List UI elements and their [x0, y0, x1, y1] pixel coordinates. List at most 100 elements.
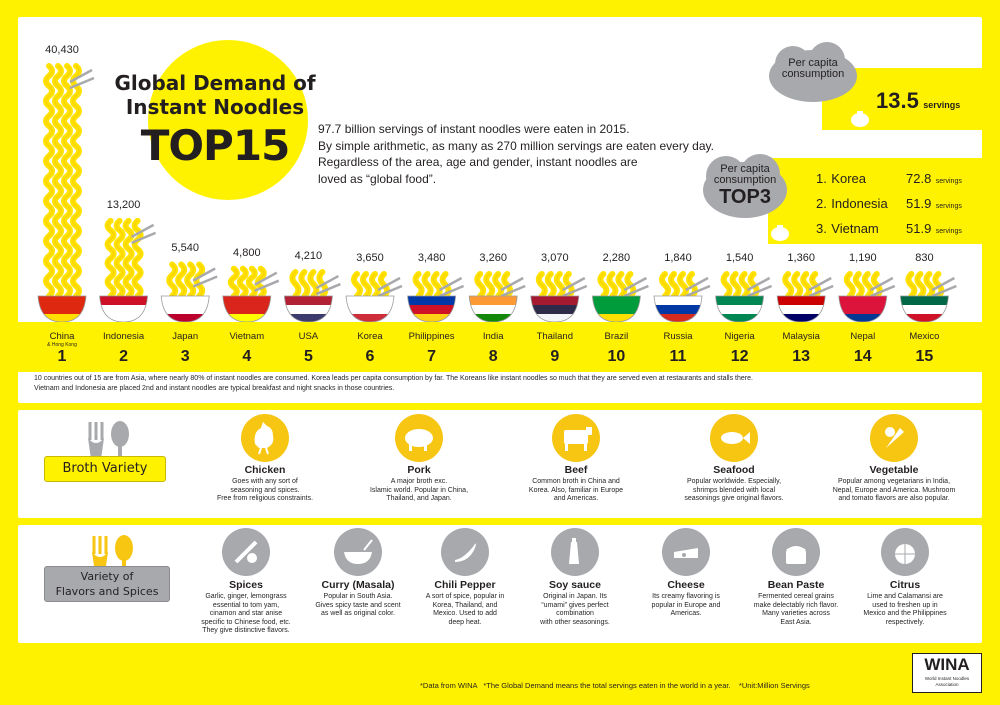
intro-line: loved as “global food”.: [318, 171, 437, 186]
rank-label: 10: [607, 348, 626, 365]
flag-bowl: [37, 295, 87, 323]
flag-bowl: [160, 295, 210, 323]
intro-line: By simple arithmetic, as many as 270 mil…: [318, 138, 714, 153]
rank-label: 12: [730, 348, 749, 365]
noodle-bar: [530, 271, 588, 323]
flavor-desc-line: They give distinctive flavors.: [202, 627, 290, 634]
wina-logo-text: WINA: [924, 655, 970, 674]
top3-country: Korea: [831, 171, 866, 186]
flag-bowl: [530, 295, 580, 323]
top3-value: 72.8: [906, 171, 932, 186]
wina-logo-sub: World Instant Noodles Association: [924, 676, 970, 687]
flavor-desc-line: Garlic, ginger, lemongrass: [205, 593, 287, 600]
teapot-icon: [851, 111, 869, 127]
flavor-name: Spices: [229, 579, 263, 591]
bar-value-label: 40,430: [45, 44, 79, 56]
rank-label: 8: [488, 348, 498, 365]
bar-value-label: 1,190: [849, 252, 877, 264]
country-label: Nepal: [850, 331, 876, 342]
broth-name: Pork: [407, 464, 431, 476]
title-circle: [148, 40, 308, 200]
flavor-desc-line: as well as original color.: [321, 610, 395, 617]
rank-label: 1: [57, 348, 67, 365]
bar-value-label: 4,210: [294, 250, 323, 263]
broth-desc-line: Popular among vegetarians in India,: [837, 478, 951, 485]
country-label: USA: [298, 331, 319, 342]
rank-label: 11: [669, 348, 687, 365]
top3-value-group: 51.9 servings: [906, 195, 962, 213]
noodle-bar: [283, 269, 341, 323]
per-capita-label: Per capita consumption: [781, 57, 845, 80]
bar-value-label: 3,480: [417, 252, 446, 264]
flavor-desc-line: cinamon and star anise: [209, 610, 283, 617]
citrus-icon: [881, 528, 929, 581]
broth-name: Seafood: [713, 464, 755, 476]
rank-label: 2: [119, 348, 129, 365]
top3-value-group: 72.8 servings: [906, 170, 962, 188]
flavors-label-line1: Variety of: [80, 570, 134, 583]
noodle-bar: [899, 271, 957, 323]
intro-line: 97.7 billion servings of instant noodles…: [318, 122, 630, 136]
flavor-desc-line: Popular in South Asia.: [323, 593, 393, 600]
noodle-bar: [99, 217, 157, 323]
rank-label: 14: [853, 348, 872, 365]
per-capita-value: 13.5: [876, 88, 919, 113]
top3-value: 51.9: [906, 221, 932, 236]
top3-teapot: [768, 222, 792, 247]
country-label: Japan: [172, 331, 199, 342]
noodle-bar: [160, 261, 218, 323]
country-label: China: [49, 331, 75, 342]
broth-variety-label: Broth Variety: [62, 461, 148, 476]
flavor-name: Curry (Masala): [321, 579, 395, 591]
broth-desc-line: Goes with any sort of: [232, 478, 298, 485]
bar-value-label: 2,280: [602, 252, 631, 264]
vegetable-icon: [870, 414, 918, 467]
broth-variety-ribbon: Broth Variety: [44, 456, 166, 482]
top3-country: Vietnam: [831, 221, 879, 236]
bar-value-label: 1,840: [664, 252, 692, 264]
bar-value-label: 1,540: [725, 252, 754, 264]
intro-text: 97.7 billion servings of instant noodles…: [318, 121, 718, 187]
top3-value-group: 51.9 servings: [906, 220, 962, 238]
bar-value-label: 3,650: [356, 252, 384, 264]
flavor-name: Citrus: [889, 579, 921, 591]
country-label: Indonesia: [102, 331, 145, 342]
flag-bowl: [99, 295, 149, 323]
flavor-desc-line: Mexico. Used to add: [433, 610, 497, 617]
country-label: Korea: [357, 331, 383, 342]
flag-bowl: [283, 295, 333, 323]
top3-unit: servings: [935, 203, 962, 210]
broth-desc-line: A major broth exc.: [390, 478, 448, 485]
title-line1: Global Demand of: [114, 71, 316, 95]
bar-value-label: 5,540: [171, 242, 199, 255]
flavor-desc-line: Americas.: [670, 610, 702, 617]
flavor-desc-line: Lime and Calamansi are: [867, 593, 943, 600]
flavor-desc-line: Many varieties across: [762, 610, 830, 617]
top3-country: Indonesia: [831, 196, 888, 211]
flavor-desc-line: A sort of spice, popular in: [425, 593, 505, 600]
top3-row: 3. Vietnam 51.9 servings: [816, 220, 981, 245]
flag-bowl: [345, 295, 395, 323]
broth-desc-line: Nepal, Europe and America. Mushroom: [832, 486, 956, 494]
pig-icon: [395, 414, 443, 467]
flavors-label-line2: Flavors and Spices: [55, 585, 159, 598]
flag-bowl: [407, 295, 457, 323]
cloud-icon: [703, 154, 787, 218]
top3-cloud-line1: Per capita: [720, 163, 770, 175]
top3-unit: servings: [935, 228, 962, 235]
flavor-desc-line: Fermented cereal grains: [758, 593, 834, 600]
rank-label: 7: [427, 348, 437, 365]
curry-icon: [334, 528, 382, 581]
broth-desc-line: shrimps blended with local: [692, 486, 776, 494]
flag-bowl: [591, 295, 641, 323]
top3-unit: servings: [935, 178, 962, 185]
flavor-desc-line: Its creamy flavoring is: [652, 593, 720, 600]
rank-label: 3: [180, 348, 190, 365]
wina-logo: WINA World Instant Noodles Association: [912, 653, 982, 693]
flavor-desc-line: Original in Japan. Its: [543, 593, 607, 600]
broth-desc-line: Korea. Also, familiar in Europe: [528, 486, 624, 494]
country-label: Mexico: [909, 331, 940, 342]
flavor-desc-line: make delectably rich flavor.: [753, 601, 839, 609]
cheese-icon: [662, 528, 710, 581]
